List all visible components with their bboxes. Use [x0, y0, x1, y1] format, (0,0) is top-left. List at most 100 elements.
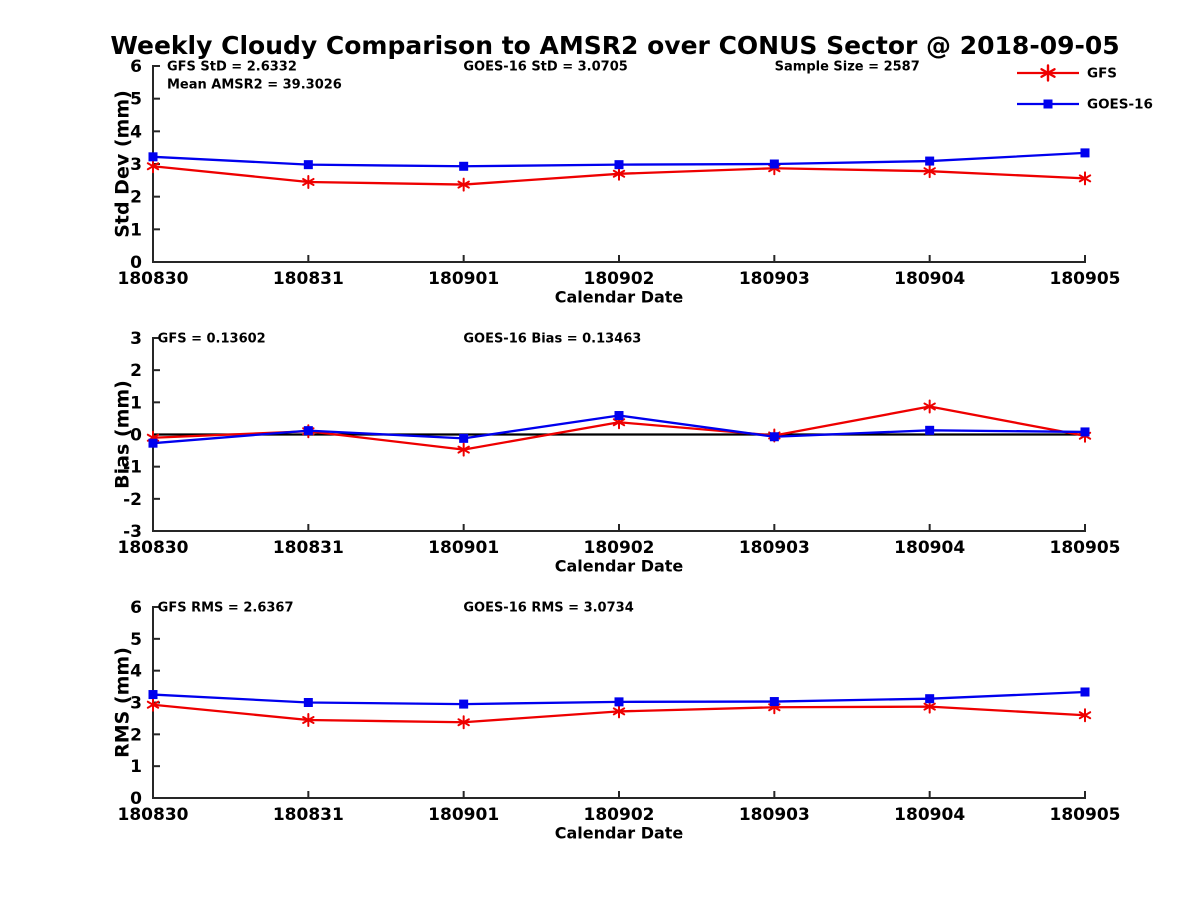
y-tick-label: 6 [130, 598, 142, 618]
annotation-rms: GOES-16 RMS = 3.0734 [463, 601, 633, 616]
asterisk-marker [146, 159, 160, 174]
square-marker [1080, 148, 1090, 158]
square-marker [1043, 99, 1053, 109]
y-tick-label: 0 [130, 425, 142, 445]
y-tick-label: 5 [130, 630, 142, 650]
square-marker [1080, 687, 1090, 697]
legend-label: GFS [1087, 66, 1117, 82]
annotation-std_dev: GFS StD = 2.6332 [167, 60, 297, 75]
square-marker [925, 156, 935, 166]
x-tick-label: 180902 [584, 805, 655, 825]
y-axis-label: Std Dev (mm) [112, 90, 134, 238]
square-marker [459, 433, 469, 443]
annotation-std_dev: GOES-16 StD = 3.0705 [463, 60, 627, 75]
x-tick-label: 180904 [894, 805, 965, 825]
asterisk-marker [302, 174, 315, 189]
y-tick-label: 6 [130, 57, 142, 77]
x-tick-label: 180901 [428, 269, 499, 289]
legend: GFS GOES-16 [1017, 64, 1153, 113]
subplot-rms: 0 1 2 3 4 5 6 180830 180831 180901 180902 180903 180… [112, 598, 1121, 843]
asterisk-marker [923, 399, 936, 414]
x-tick-label: 180831 [273, 269, 344, 289]
square-marker [925, 694, 935, 704]
square-marker [148, 690, 158, 700]
square-marker [925, 425, 935, 435]
y-tick-label: 5 [130, 90, 142, 110]
x-tick-label: 180902 [584, 538, 655, 558]
x-tick-label: 180905 [1050, 269, 1121, 289]
x-tick-label: 180905 [1050, 805, 1121, 825]
asterisk-marker [457, 177, 470, 192]
y-tick-label: 3 [130, 155, 142, 175]
legend-label: GOES-16 [1087, 97, 1153, 113]
x-tick-label: 180904 [894, 538, 965, 558]
square-marker [614, 160, 624, 170]
y-tick-label: 2 [130, 188, 142, 208]
asterisk-marker [612, 704, 626, 719]
x-tick-label: 180903 [739, 805, 810, 825]
square-marker [459, 161, 469, 171]
y-tick-label: 4 [130, 122, 142, 142]
subplot-std_dev: 0 1 2 3 4 5 6 180830 180831 180901 180902 180903 180… [112, 57, 1121, 307]
legend-item-GFS: GFS [1017, 64, 1117, 82]
x-tick-label: 180831 [273, 538, 344, 558]
asterisk-marker [612, 166, 626, 181]
square-marker [148, 438, 158, 448]
series-markers-GFS [146, 697, 1092, 730]
square-marker [614, 411, 624, 421]
y-tick-label: 3 [130, 693, 142, 713]
x-tick-label: 180830 [118, 805, 189, 825]
asterisk-marker [302, 713, 315, 728]
x-tick-label: 180905 [1050, 538, 1121, 558]
square-marker [303, 426, 313, 436]
subplot-bias: -3 -2 -1 0 1 2 3 180830 180831 180901 180902 180903… [112, 329, 1121, 576]
y-axis-label: RMS (mm) [112, 647, 134, 758]
series-markers-GOES-16 [148, 687, 1090, 709]
y-tick-label: 1 [130, 393, 142, 413]
y-tick-label: -1 [123, 458, 142, 478]
asterisk-marker [1078, 171, 1092, 186]
x-tick-label: 180904 [894, 269, 965, 289]
y-axis-label: Bias (mm) [112, 380, 134, 489]
x-tick-label: 180901 [428, 538, 499, 558]
square-marker [303, 160, 313, 170]
x-tick-label: 180903 [739, 269, 810, 289]
square-marker [614, 697, 624, 707]
y-tick-label: 4 [130, 662, 142, 682]
square-marker [769, 432, 779, 442]
x-axis-label: Calendar Date [555, 824, 684, 843]
x-tick-label: 180831 [273, 805, 344, 825]
annotation-bias: GOES-16 Bias = 0.13463 [463, 332, 641, 347]
x-tick-label: 180901 [428, 805, 499, 825]
series-markers-GOES-16 [148, 411, 1090, 448]
x-tick-label: 180903 [739, 538, 810, 558]
square-marker [769, 159, 779, 169]
annotation-bias: GFS = 0.13602 [158, 332, 266, 347]
y-tick-label: -3 [123, 522, 142, 542]
y-tick-label: 2 [130, 725, 142, 745]
y-tick-label: -2 [123, 490, 142, 510]
x-tick-label: 180830 [118, 269, 189, 289]
y-tick-label: 0 [130, 789, 142, 809]
legend-item-GOES-16: GOES-16 [1017, 97, 1153, 113]
asterisk-marker [457, 442, 470, 457]
x-axis-label: Calendar Date [555, 557, 684, 576]
square-marker [148, 152, 158, 162]
y-tick-label: 3 [130, 329, 142, 349]
square-marker [769, 697, 779, 707]
series-markers-GOES-16 [148, 148, 1090, 171]
y-tick-label: 0 [130, 253, 142, 273]
asterisk-marker [457, 715, 470, 730]
square-marker [459, 699, 469, 709]
asterisk-marker [146, 697, 160, 712]
chart-title: Weekly Cloudy Comparison to AMSR2 over C… [110, 31, 1120, 60]
y-tick-label: 2 [130, 361, 142, 381]
annotation-rms: GFS RMS = 2.6367 [158, 601, 294, 616]
asterisk-marker [923, 164, 936, 179]
x-tick-label: 180830 [118, 538, 189, 558]
x-tick-label: 180902 [584, 269, 655, 289]
asterisk-marker [1040, 64, 1056, 82]
series-markers-GFS [146, 399, 1092, 457]
